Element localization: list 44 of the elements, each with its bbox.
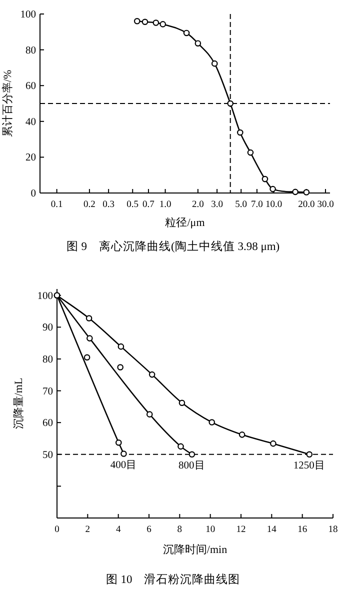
x-tick-label: 30.0: [317, 200, 334, 210]
x-tick-label: 0: [54, 525, 60, 535]
x-tick-label: 0.5: [126, 200, 139, 210]
y-tick-label: 40: [26, 116, 36, 128]
y-tick-label: 60: [26, 81, 36, 92]
x-tick-label: 0.7: [142, 200, 155, 210]
y-tick-label: 100: [37, 290, 53, 302]
x-tick-label: 18: [328, 525, 338, 535]
text: 图 9 离心沉降曲线(陶土中线值 3.98 μm): [66, 239, 280, 253]
y-axis-title: 沉降量/mL: [13, 378, 25, 430]
series-label: 800目: [178, 459, 206, 472]
x-tick-label: 5.0: [235, 200, 248, 210]
x-axis-title: 粒径/μm: [165, 217, 206, 229]
y-tick-label: 20: [26, 152, 36, 164]
x-tick-label: 10: [206, 525, 216, 535]
x-tick-label: 2: [85, 525, 90, 535]
y-tick-label: 70: [42, 386, 53, 398]
y-tick-label: 80: [42, 354, 53, 366]
text: 图 10 滑石粉沉降曲线图: [106, 573, 240, 586]
x-tick-label: 1.0: [159, 200, 172, 210]
x-tick-label: 0.2: [84, 200, 96, 210]
y-tick-label: 60: [42, 418, 53, 430]
y-axis-title: 累计百分率/%: [1, 70, 14, 138]
x-tick-label: 8: [177, 525, 182, 535]
x-tick-label: 7.0: [251, 200, 264, 210]
y-tick-label: 90: [42, 322, 53, 334]
series-label: 400目: [110, 458, 138, 471]
x-tick-label: 2.0: [192, 200, 204, 210]
x-tick-label: 4: [116, 525, 121, 535]
y-tick-label: 100: [20, 10, 36, 20]
x-tick-label: 6: [146, 525, 152, 535]
x-tick-label: 0.1: [50, 200, 63, 210]
y-tick-label: 80: [26, 45, 36, 56]
x-tick-label: 0.3: [102, 200, 115, 210]
x-tick-label: 16: [298, 525, 308, 535]
y-tick-label: 50: [42, 450, 53, 461]
y-tick-label: 0: [30, 188, 36, 200]
series-label: 1250目: [293, 459, 326, 472]
x-tick-label: 20.0: [298, 200, 315, 210]
x-axis-title: 沉降时间/min: [162, 543, 228, 556]
x-tick-label: 14: [266, 525, 277, 535]
x-tick-label: 12: [236, 525, 246, 535]
x-tick-label: 10.0: [265, 200, 282, 210]
x-tick-label: 3.0: [211, 200, 224, 210]
